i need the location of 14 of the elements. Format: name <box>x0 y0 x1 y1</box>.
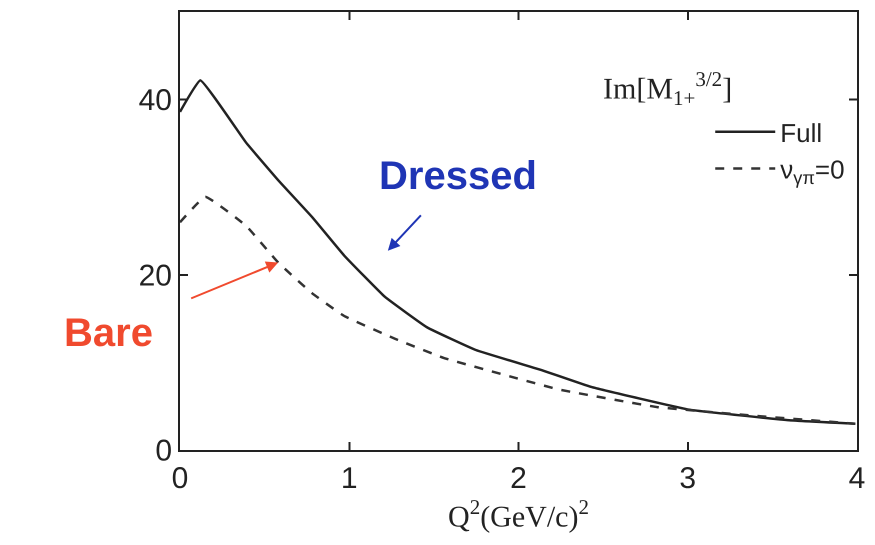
x-tick-label: 1 <box>340 462 358 495</box>
y-tick-label: 20 <box>138 259 172 292</box>
y-tick-label: 0 <box>155 434 172 468</box>
x-tick-label: 2 <box>510 462 527 495</box>
x-axis-title: Q$^{2}$(GeV/c)$^{2}$ <box>448 495 589 534</box>
annotation: Bare <box>64 311 153 355</box>
annotation: Im[M$_{1+}$$^{3/2}$] <box>603 67 732 110</box>
legend-label: Full <box>780 118 822 148</box>
x-tick-label: 4 <box>848 462 866 495</box>
y-tick-label: 40 <box>138 84 172 118</box>
line-series <box>180 196 857 425</box>
annotation: Dressed <box>379 154 537 198</box>
x-tick-label: 3 <box>679 462 696 495</box>
legend-label: ν$_{γπ}$=0 <box>780 154 845 188</box>
